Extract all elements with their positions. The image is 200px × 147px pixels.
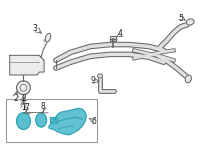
Polygon shape xyxy=(49,108,86,135)
Text: 8: 8 xyxy=(41,102,45,111)
Text: 1: 1 xyxy=(21,103,26,112)
Ellipse shape xyxy=(186,19,194,25)
Text: 4: 4 xyxy=(117,29,122,38)
Bar xyxy=(50,117,57,123)
Bar xyxy=(6,100,97,142)
Bar xyxy=(50,117,57,123)
Ellipse shape xyxy=(98,74,102,78)
Ellipse shape xyxy=(185,75,191,83)
Text: 1: 1 xyxy=(21,103,26,112)
Text: 5: 5 xyxy=(178,14,183,23)
Ellipse shape xyxy=(17,81,30,95)
Text: 3: 3 xyxy=(33,24,38,33)
Text: 6: 6 xyxy=(92,117,97,126)
Bar xyxy=(110,36,116,41)
Text: 7: 7 xyxy=(24,103,29,112)
Ellipse shape xyxy=(45,34,51,42)
Ellipse shape xyxy=(36,113,47,127)
Bar xyxy=(110,36,116,41)
Text: 2: 2 xyxy=(13,94,18,103)
Text: 2: 2 xyxy=(21,94,26,103)
Text: 9: 9 xyxy=(91,76,96,85)
Polygon shape xyxy=(10,55,44,75)
Polygon shape xyxy=(41,37,49,57)
Ellipse shape xyxy=(17,113,30,129)
